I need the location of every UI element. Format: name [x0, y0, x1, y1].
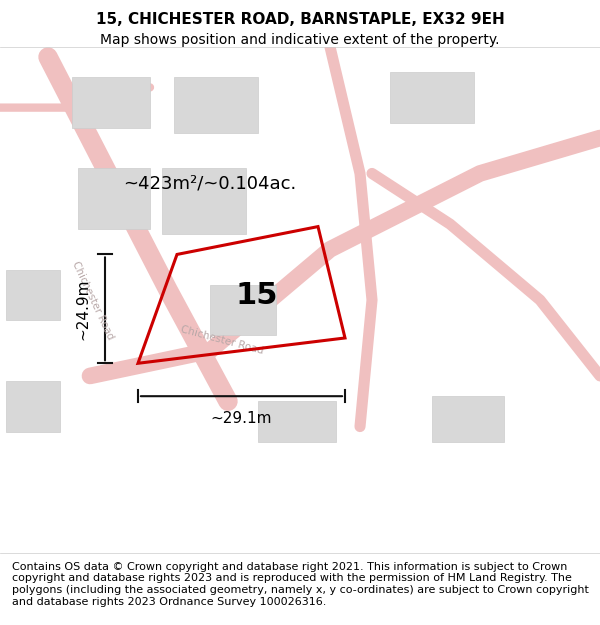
Bar: [432, 396, 504, 442]
Text: ~29.1m: ~29.1m: [211, 411, 272, 426]
Text: ~24.9m: ~24.9m: [75, 278, 90, 339]
Bar: [174, 78, 258, 133]
Bar: [6, 269, 60, 320]
Text: 15: 15: [235, 281, 278, 310]
Text: Chichester Road: Chichester Road: [70, 259, 116, 341]
Text: 15, CHICHESTER ROAD, BARNSTAPLE, EX32 9EH: 15, CHICHESTER ROAD, BARNSTAPLE, EX32 9E…: [95, 12, 505, 27]
Bar: [210, 285, 276, 336]
Bar: [6, 381, 60, 432]
Text: Map shows position and indicative extent of the property.: Map shows position and indicative extent…: [100, 32, 500, 47]
Text: Contains OS data © Crown copyright and database right 2021. This information is : Contains OS data © Crown copyright and d…: [12, 562, 589, 606]
Text: ~423m²/~0.104ac.: ~423m²/~0.104ac.: [124, 174, 296, 192]
Bar: [390, 72, 474, 122]
Bar: [258, 401, 336, 442]
Text: Chichester Road: Chichester Road: [179, 324, 265, 356]
Bar: [162, 168, 246, 234]
Bar: [78, 168, 150, 229]
Bar: [72, 78, 150, 128]
